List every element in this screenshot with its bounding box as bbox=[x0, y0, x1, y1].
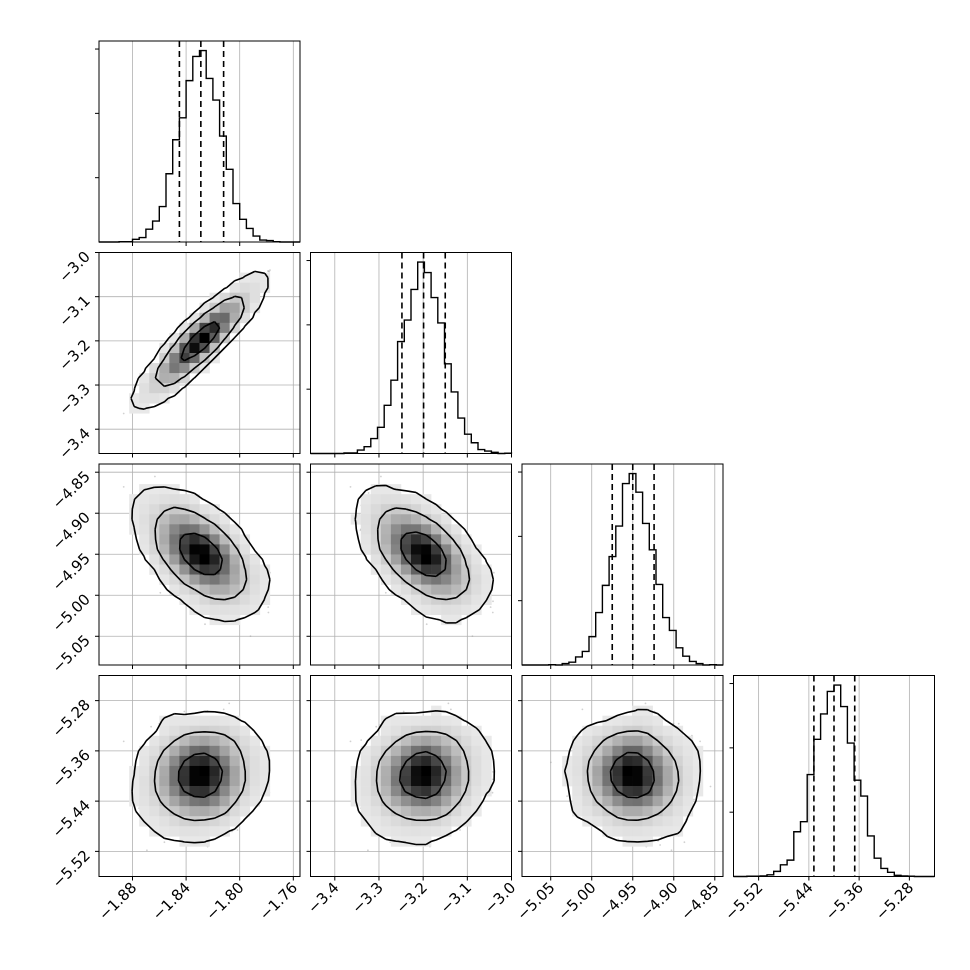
density-cell bbox=[219, 312, 230, 324]
density-cell bbox=[169, 363, 180, 374]
sample-point bbox=[204, 623, 206, 626]
density-cell bbox=[209, 322, 220, 334]
density-cell bbox=[199, 332, 210, 344]
density-cell bbox=[149, 393, 160, 404]
density-cell bbox=[169, 353, 180, 364]
density-cell bbox=[179, 363, 190, 374]
y-tick-label: −3.0 bbox=[55, 248, 93, 286]
y-tick-label: −3.1 bbox=[55, 292, 93, 330]
histogram-panel-2 bbox=[306, 252, 513, 458]
panel-frame bbox=[98, 40, 301, 243]
sample-point bbox=[154, 475, 156, 478]
sample-point bbox=[159, 591, 162, 594]
density-cell bbox=[199, 353, 210, 364]
density-panel-2-1: −3.4 −3.3 −3.2 −3.1 −3.0 bbox=[55, 248, 301, 463]
y-tick-label: −3.3 bbox=[55, 380, 93, 418]
density-cell bbox=[149, 383, 160, 394]
density-cell bbox=[249, 292, 261, 304]
density-cells bbox=[129, 272, 271, 414]
sample-point bbox=[249, 635, 252, 637]
density-cell bbox=[219, 302, 230, 314]
density-cell bbox=[249, 272, 261, 283]
density-cell bbox=[149, 373, 160, 384]
density-cell bbox=[229, 302, 240, 314]
y-tick-label: −3.4 bbox=[55, 424, 93, 462]
density-panel-3-1: −5.05−5.00−4.95−4.90−4.85 bbox=[49, 463, 301, 677]
density-cell bbox=[159, 373, 170, 384]
density-cell bbox=[169, 373, 180, 384]
histogram-step bbox=[310, 261, 513, 455]
grid-lines bbox=[132, 41, 294, 242]
density-cell bbox=[239, 302, 251, 314]
sample-point bbox=[267, 611, 270, 614]
sample-point bbox=[268, 270, 271, 273]
y-tick-label: −3.2 bbox=[55, 336, 93, 374]
sample-point bbox=[267, 606, 270, 608]
sample-point bbox=[122, 412, 125, 415]
histogram-step bbox=[99, 49, 300, 243]
density-cell bbox=[139, 393, 150, 404]
density-cell bbox=[139, 383, 150, 394]
density-cell bbox=[189, 342, 200, 354]
density-cell bbox=[239, 282, 251, 293]
density-cell bbox=[249, 282, 261, 293]
panel-frame bbox=[310, 252, 512, 454]
histogram-panel-1 bbox=[95, 40, 301, 246]
density-cell bbox=[219, 322, 230, 334]
